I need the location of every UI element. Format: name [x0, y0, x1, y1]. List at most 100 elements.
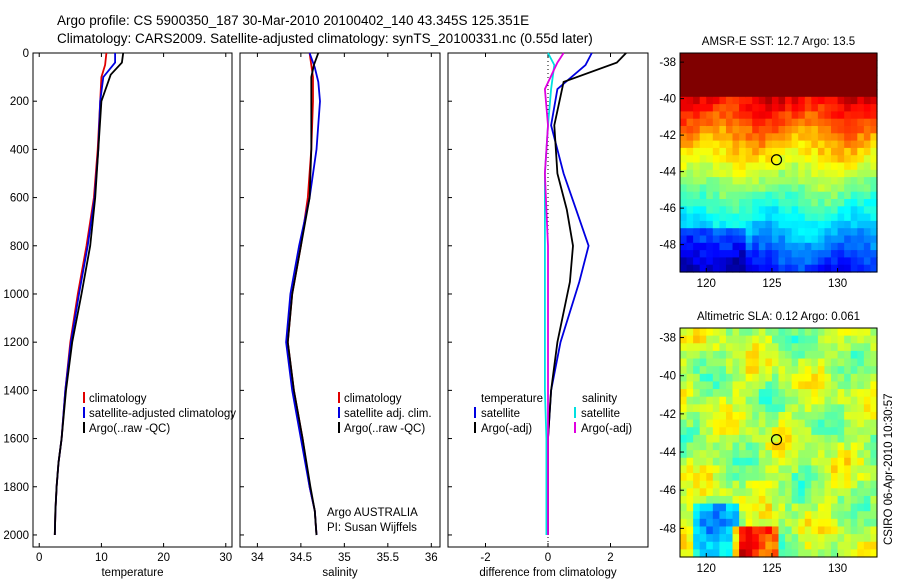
map-cell [850, 140, 858, 149]
map-cell [850, 396, 858, 405]
map-cell [680, 396, 688, 405]
map-cell [811, 488, 819, 497]
map-cell [752, 147, 760, 156]
map-cell [778, 177, 786, 185]
map-cell [870, 381, 878, 390]
map-cell [699, 89, 707, 98]
map-cell [745, 427, 753, 436]
map-cell [804, 104, 812, 112]
map-cell [745, 242, 753, 251]
x-axis-label: temperature [101, 567, 163, 579]
map-cell [739, 140, 747, 149]
map-cell [706, 104, 714, 112]
map-cell [870, 495, 878, 505]
map-cell [699, 541, 707, 550]
map-cell [817, 396, 826, 405]
map-cell [765, 549, 773, 558]
map-cell [765, 488, 773, 497]
map-cell [798, 133, 806, 142]
map-cell [693, 235, 701, 244]
map-cell [870, 264, 878, 273]
map-cell [758, 473, 766, 482]
map-cell [850, 495, 858, 505]
map-cell [831, 358, 839, 367]
map-cell [699, 450, 707, 459]
map-cell [791, 396, 799, 405]
map-cell [804, 213, 812, 222]
map-cell [719, 60, 727, 69]
map-cell [824, 373, 832, 383]
map-cell [725, 60, 734, 69]
map-cell [699, 126, 707, 134]
map-cell [732, 343, 740, 352]
map-cell [857, 228, 865, 237]
map-cell [732, 404, 740, 413]
map-cell [791, 427, 799, 436]
map-cell [798, 465, 806, 474]
map-cell [863, 450, 872, 459]
map-cell [719, 457, 727, 466]
map-cell [752, 242, 760, 251]
map-cell [785, 169, 793, 178]
map-cell [817, 411, 826, 421]
map-cell [785, 257, 793, 266]
map-cell [680, 242, 688, 251]
map-cell [745, 177, 753, 185]
map-cell [817, 534, 826, 543]
map-cell [844, 74, 852, 83]
map-cell [850, 366, 858, 375]
map-cell [693, 104, 701, 112]
map-cell [686, 366, 694, 375]
map-cell [752, 465, 760, 474]
map-cell [680, 228, 688, 237]
map-cell [870, 541, 878, 550]
map-cell [857, 213, 865, 222]
map-cell [758, 419, 766, 428]
map-cell [844, 118, 852, 127]
map-cell [831, 411, 839, 421]
map-cell [778, 220, 786, 229]
map-cell [870, 450, 878, 459]
map-cell [693, 549, 701, 558]
map-cell [752, 434, 760, 444]
map-cell [844, 427, 852, 436]
map-cell [706, 419, 714, 428]
map-cell [804, 206, 812, 215]
map-cell [745, 366, 753, 375]
map-cell [699, 373, 707, 383]
map-cell [778, 450, 786, 459]
map-cell [863, 526, 872, 535]
map-cell [686, 60, 694, 69]
map-cell [804, 199, 812, 207]
map-cell [745, 184, 753, 193]
map-cell [791, 257, 799, 266]
map-cell [771, 350, 780, 360]
map-cell [791, 350, 799, 360]
map-cell [863, 534, 872, 543]
map-cell [680, 184, 688, 193]
map-cell [725, 220, 734, 229]
map-cell [811, 518, 819, 528]
map-cell [811, 495, 819, 505]
map-cell [831, 480, 839, 489]
map-cell [771, 104, 780, 112]
map-cell [831, 74, 839, 83]
map-cell [765, 133, 773, 142]
map-cell [758, 343, 766, 352]
map-cell [837, 526, 845, 535]
map-cell [837, 549, 845, 558]
map-cell [778, 541, 786, 550]
map-cell [824, 184, 832, 193]
map-cell [817, 191, 826, 200]
map-cell [725, 411, 734, 421]
map-cell [752, 495, 760, 505]
map-cell [850, 242, 858, 251]
map-cell [732, 126, 740, 134]
y-tick-label: -38 [659, 57, 676, 69]
map-cell [857, 373, 865, 383]
map-cell [771, 206, 780, 215]
map-cell [811, 534, 819, 543]
map-cell [817, 74, 826, 83]
map-cell [824, 404, 832, 413]
map-cell [699, 206, 707, 215]
